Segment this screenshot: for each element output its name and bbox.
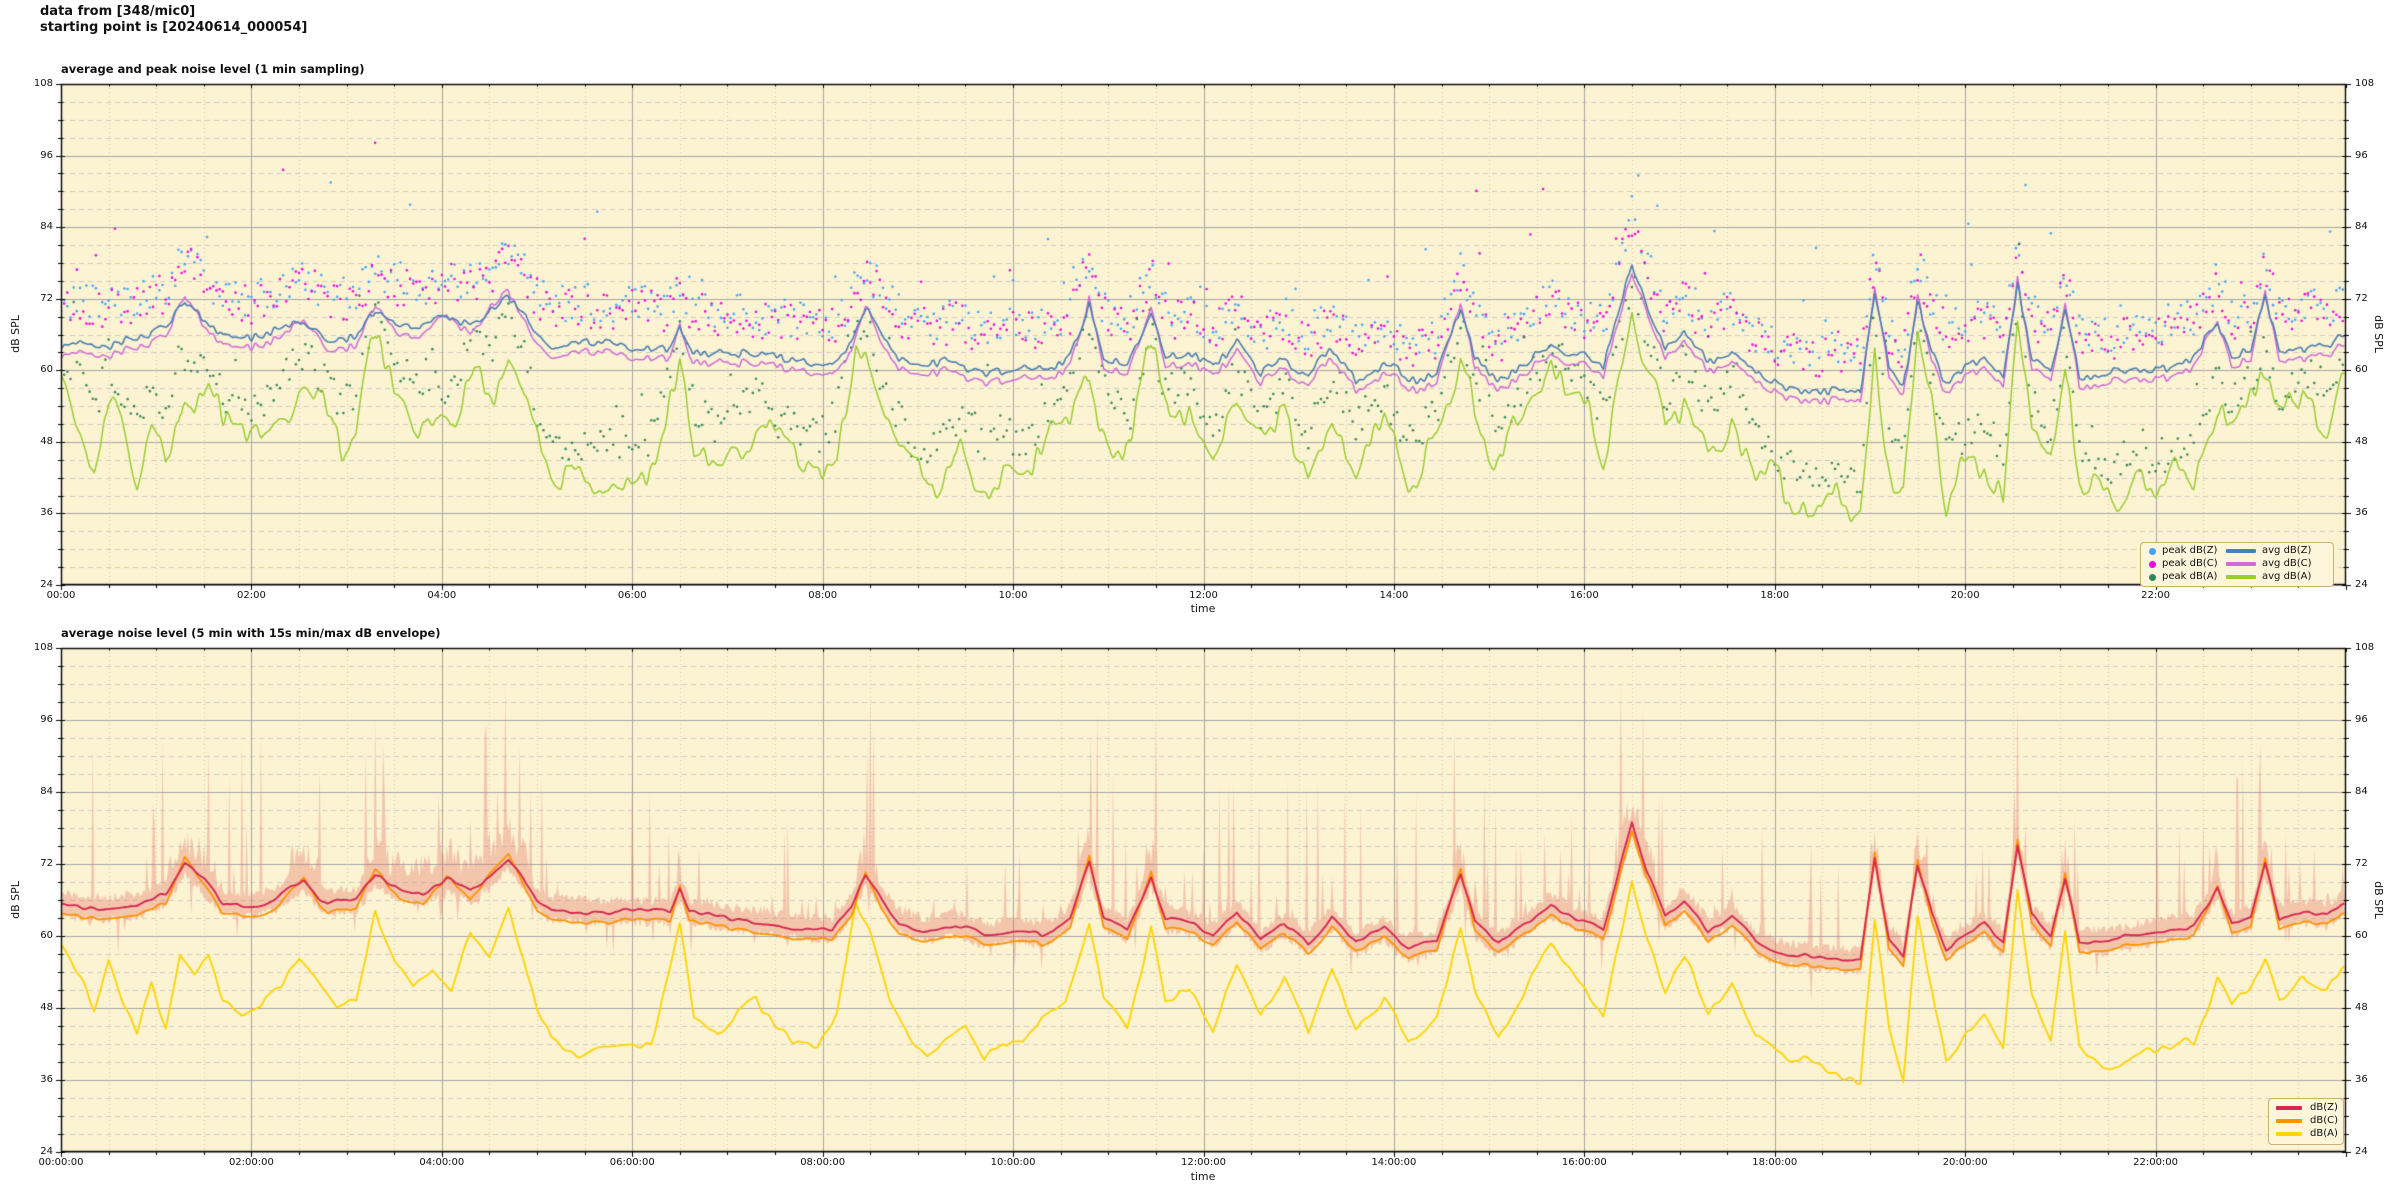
y-tick-label-left: 84 — [40, 221, 53, 233]
legend-label: dB(Z) — [2310, 1102, 2338, 1113]
y-tick-label-right: 72 — [2355, 858, 2368, 869]
x-tick-label: 10:00 — [998, 590, 1028, 601]
x-tick-label: 10:00:00 — [990, 1157, 1036, 1168]
y-tick-label-right: 36 — [2355, 507, 2368, 519]
y-tick-label-left: 60 — [40, 364, 53, 376]
x-tick-label: 20:00 — [1950, 590, 1980, 601]
legend-label: avg dB(C) — [2262, 558, 2312, 569]
y-tick-label-right: 108 — [2355, 642, 2375, 653]
legend-line-swatch — [2276, 1132, 2302, 1136]
y-tick-label-right: 96 — [2355, 149, 2368, 161]
legend-label: peak dB(C) — [2162, 558, 2218, 569]
x-tick-label: 14:00 — [1379, 590, 1409, 601]
legend-label: dB(C) — [2310, 1115, 2338, 1126]
x-tick-label: 18:00 — [1760, 590, 1790, 601]
x-tick-label: 08:00:00 — [800, 1157, 846, 1168]
x-tick-label: 08:00 — [808, 590, 838, 601]
y-axis-label-top-right: dB SPL — [2372, 315, 2385, 353]
x-tick-label: 12:00 — [1189, 590, 1218, 601]
y-tick-label-left: 60 — [40, 930, 53, 941]
legend-label: peak dB(A) — [2162, 571, 2218, 582]
x-tick-label: 14:00:00 — [1371, 1157, 1417, 1168]
y-tick-label-right: 48 — [2355, 435, 2368, 447]
y-tick-label-left: 84 — [40, 786, 53, 797]
y-tick-label-left: 36 — [40, 507, 53, 519]
legend-label: peak dB(Z) — [2162, 545, 2218, 556]
header-line-1: data from [348/mic0] — [40, 4, 196, 19]
x-tick-label: 12:00:00 — [1181, 1157, 1226, 1168]
y-axis-label-top-left: dB SPL — [9, 315, 22, 353]
y-tick-label-right: 72 — [2355, 292, 2368, 304]
chart-title-bottom: average noise level (5 min with 15s min/… — [61, 626, 441, 640]
chart-title-top: average and peak noise level (1 min samp… — [61, 62, 365, 76]
x-tick-label: 22:00:00 — [2133, 1157, 2179, 1168]
y-axis-label-bottom-left: dB SPL — [9, 881, 22, 919]
x-tick-label: 00:00:00 — [38, 1157, 84, 1168]
legend-label: avg dB(Z) — [2262, 545, 2312, 556]
legend-dot-marker — [2148, 560, 2156, 568]
x-tick-label: 20:00:00 — [1942, 1157, 1988, 1168]
x-axis-label-top: time — [1190, 602, 1216, 615]
legend-line-swatch — [2276, 1119, 2302, 1123]
legend-label: avg dB(A) — [2262, 571, 2312, 582]
x-tick-label: 00:00 — [46, 590, 76, 601]
x-tick-label: 02:00 — [236, 590, 266, 601]
y-tick-label-left: 108 — [33, 78, 53, 89]
y-tick-label-right: 60 — [2355, 364, 2368, 376]
y-tick-label-left: 96 — [40, 714, 53, 725]
legend-line-swatch — [2226, 549, 2256, 553]
y-tick-label-left: 96 — [40, 149, 53, 161]
y-tick-label-right: 84 — [2355, 786, 2368, 797]
y-tick-label-left: 48 — [40, 1002, 53, 1013]
legend-label: dB(A) — [2310, 1128, 2338, 1139]
y-tick-label-left: 36 — [40, 1074, 53, 1085]
y-tick-label-right: 60 — [2355, 930, 2368, 941]
x-tick-label: 06:00:00 — [609, 1157, 655, 1168]
y-tick-label-left: 72 — [40, 292, 53, 304]
x-tick-label: 16:00:00 — [1561, 1157, 1607, 1168]
y-tick-label-right: 24 — [2355, 1146, 2368, 1157]
y-tick-label-right: 48 — [2355, 1002, 2368, 1013]
x-axis-label-bottom: time — [1190, 1170, 1216, 1183]
y-tick-label-right: 84 — [2355, 221, 2368, 233]
x-tick-label: 06:00 — [617, 590, 647, 601]
legend-line-swatch — [2226, 562, 2256, 566]
y-axis-label-bottom-right: dB SPL — [2372, 881, 2385, 919]
x-tick-label: 18:00:00 — [1752, 1157, 1798, 1168]
x-tick-label: 04:00:00 — [419, 1157, 465, 1168]
y-tick-label-right: 24 — [2355, 579, 2368, 590]
legend-dot-marker — [2148, 547, 2156, 555]
x-tick-label: 22:00 — [2141, 590, 2170, 601]
legend-line-swatch — [2226, 575, 2256, 579]
x-tick-label: 04:00 — [427, 590, 457, 601]
y-tick-label-left: 72 — [40, 858, 53, 869]
x-tick-label: 02:00:00 — [228, 1157, 274, 1168]
y-tick-label-right: 36 — [2355, 1074, 2368, 1085]
x-tick-label: 16:00 — [1569, 590, 1599, 601]
y-tick-label-left: 24 — [40, 1146, 53, 1157]
legend-line-swatch — [2276, 1106, 2302, 1110]
y-tick-label-left: 108 — [33, 642, 53, 653]
legend-dot-marker — [2148, 573, 2156, 581]
header-line-2: starting point is [20240614_000054] — [40, 20, 308, 35]
y-tick-label-left: 24 — [40, 579, 53, 590]
y-tick-label-right: 108 — [2355, 78, 2375, 89]
y-tick-label-right: 96 — [2355, 714, 2368, 725]
y-tick-label-left: 48 — [40, 435, 53, 447]
header: data from [348/mic0] starting point is [… — [40, 4, 307, 36]
